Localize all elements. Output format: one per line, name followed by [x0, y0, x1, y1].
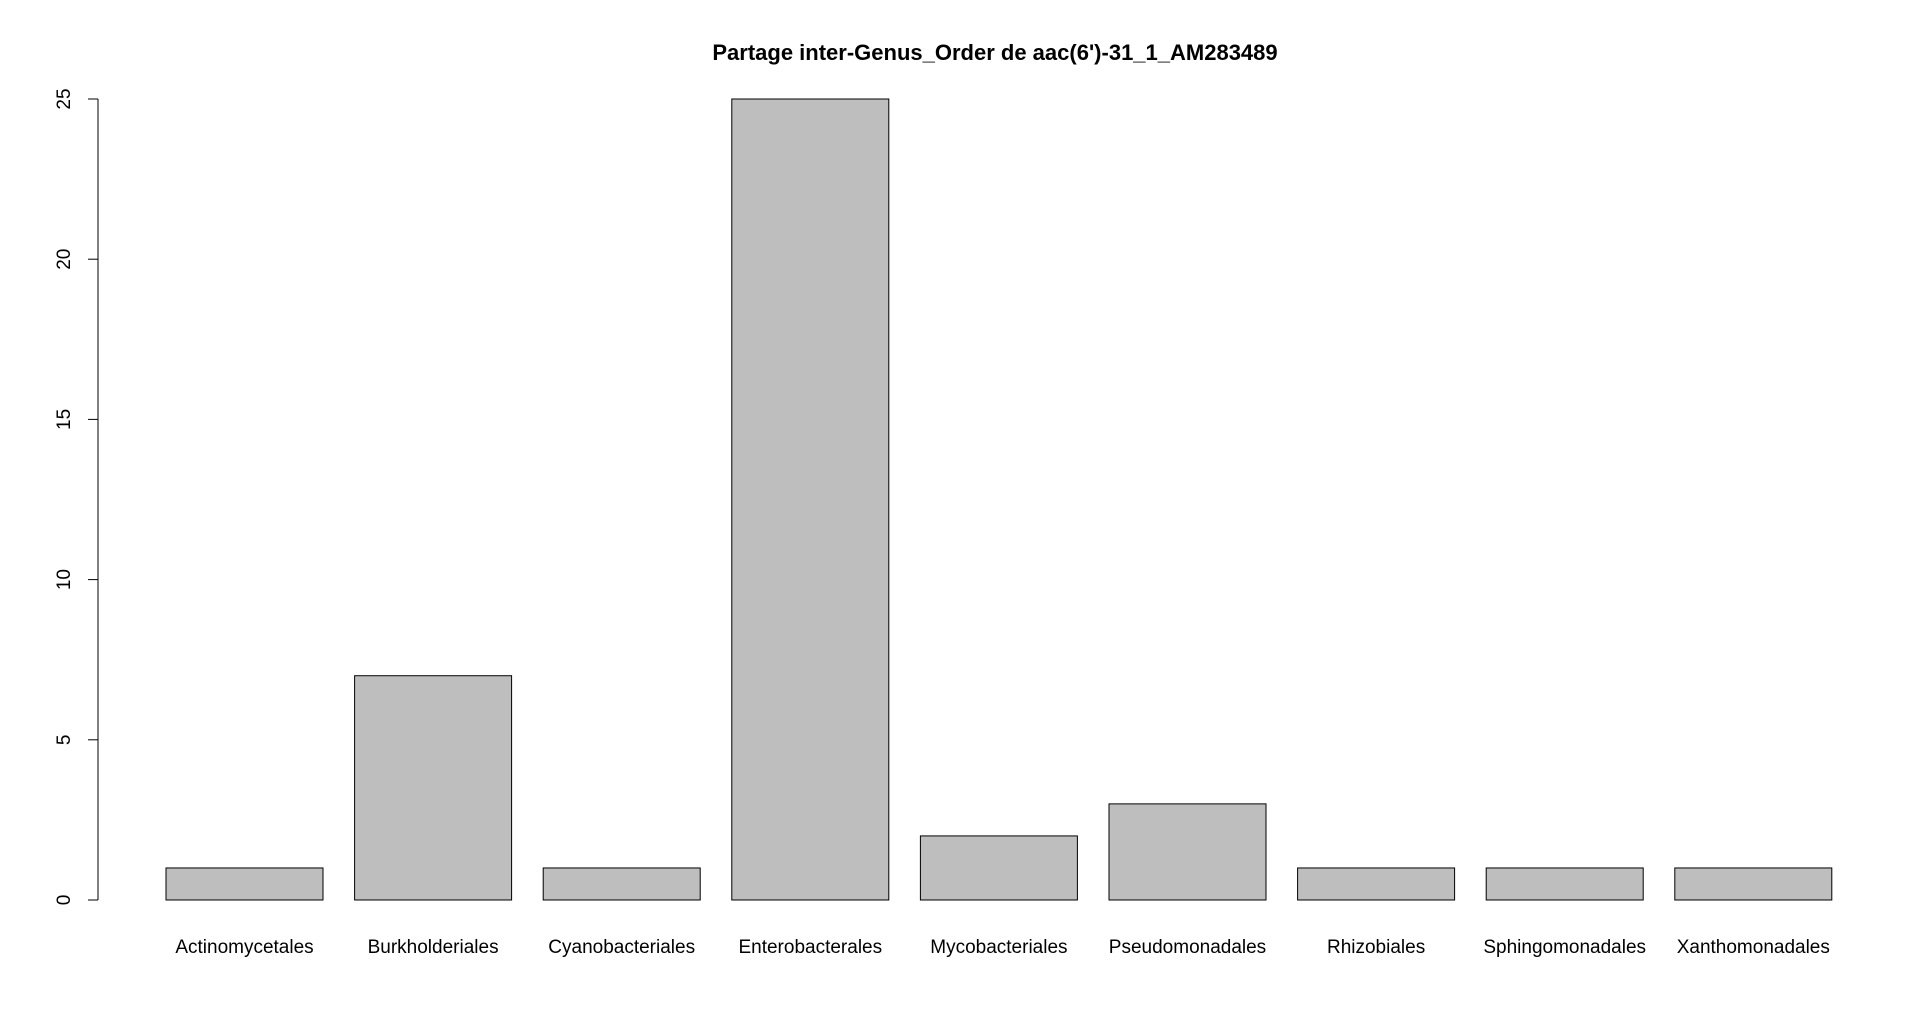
- x-category-label: Mycobacteriales: [930, 937, 1067, 958]
- bar-mycobacteriales: [919, 835, 1078, 901]
- x-category-label: Enterobacterales: [738, 937, 882, 958]
- y-tick-label: 10: [54, 569, 75, 590]
- bar-cyanobacteriales: [542, 867, 701, 901]
- bar-rhizobiales: [1297, 867, 1456, 901]
- bar-sphingomonadales: [1485, 867, 1644, 901]
- x-category-label: Pseudomonadales: [1109, 937, 1266, 958]
- x-category-label: Cyanobacteriales: [548, 937, 695, 958]
- chart-title: Partage inter-Genus_Order de aac(6')-31_…: [712, 40, 1277, 65]
- x-category-label: Rhizobiales: [1327, 937, 1425, 958]
- x-category-label: Burkholderiales: [368, 937, 499, 958]
- y-tick-label: 25: [54, 88, 75, 109]
- x-axis-labels: Actinomycetales Burkholderiales Cyanobacte…: [175, 937, 1830, 958]
- x-category-label: Xanthomonadales: [1677, 937, 1830, 958]
- bar-actinomycetales: [165, 867, 324, 901]
- y-tick-label: 0: [54, 895, 75, 906]
- bars-group: [165, 98, 1833, 901]
- y-axis: 0 5 10 15 20 25: [54, 88, 99, 906]
- bar-burkholderiales: [354, 675, 513, 901]
- bar-xanthomonadales: [1674, 867, 1833, 901]
- y-tick-label: 15: [54, 409, 75, 430]
- y-tick-label: 5: [54, 735, 75, 746]
- x-category-label: Actinomycetales: [175, 937, 313, 958]
- bar-pseudomonadales: [1108, 803, 1267, 901]
- x-category-label: Sphingomonadales: [1483, 937, 1646, 958]
- bar-enterobacterales: [731, 98, 890, 901]
- y-tick-label: 20: [54, 249, 75, 270]
